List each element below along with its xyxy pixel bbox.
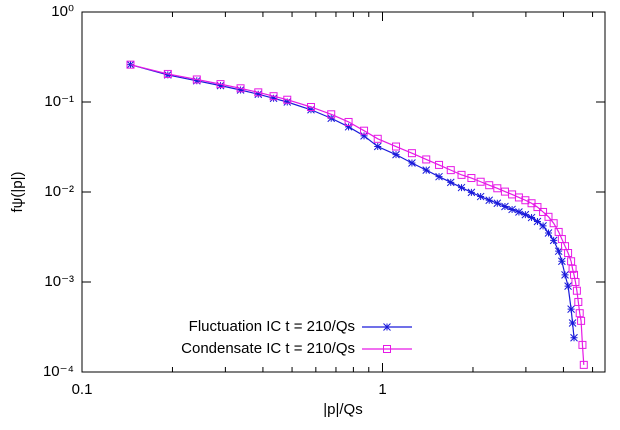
marker bbox=[476, 192, 485, 201]
marker bbox=[544, 229, 553, 237]
marker bbox=[422, 155, 431, 164]
marker bbox=[493, 184, 502, 193]
marker bbox=[254, 88, 263, 97]
marker bbox=[283, 95, 292, 104]
marker bbox=[574, 297, 583, 306]
marker bbox=[467, 174, 476, 183]
marker bbox=[533, 217, 542, 226]
marker bbox=[126, 60, 135, 69]
marker bbox=[564, 249, 573, 258]
marker bbox=[554, 247, 563, 256]
x-axis-label: |p|/Qs bbox=[323, 401, 362, 418]
marker bbox=[572, 286, 581, 295]
legend-label: Condensate IC t = 210/Qs bbox=[181, 340, 355, 357]
marker bbox=[408, 159, 416, 167]
legend-label: Fluctuation IC t = 210/Qs bbox=[189, 318, 355, 335]
marker bbox=[467, 188, 476, 197]
marker bbox=[283, 98, 292, 106]
marker bbox=[435, 172, 443, 181]
x-tick-label: 1 bbox=[378, 381, 386, 398]
marker bbox=[549, 219, 558, 228]
marker bbox=[508, 205, 516, 214]
marker bbox=[236, 86, 245, 94]
marker bbox=[269, 94, 278, 103]
marker bbox=[485, 181, 494, 190]
marker bbox=[568, 319, 577, 327]
marker bbox=[422, 166, 431, 174]
marker bbox=[561, 271, 569, 279]
marker bbox=[549, 236, 558, 245]
marker bbox=[515, 208, 523, 216]
marker bbox=[373, 142, 382, 151]
marker bbox=[446, 178, 455, 187]
marker bbox=[501, 202, 509, 211]
marker bbox=[521, 210, 530, 219]
legend-marker bbox=[383, 323, 391, 331]
marker bbox=[254, 90, 263, 99]
marker bbox=[360, 126, 369, 135]
marker bbox=[236, 84, 245, 93]
marker bbox=[577, 316, 586, 325]
marker bbox=[558, 257, 566, 266]
marker bbox=[570, 333, 578, 342]
marker bbox=[568, 264, 577, 273]
y-tick-label: 10⁰ bbox=[51, 3, 74, 20]
marker bbox=[567, 257, 576, 266]
marker bbox=[163, 69, 172, 78]
marker bbox=[533, 203, 542, 212]
y-tick-label: 10⁻⁴ bbox=[43, 363, 74, 380]
marker bbox=[567, 305, 575, 313]
y-tick-label: 10⁻³ bbox=[44, 273, 74, 290]
marker bbox=[575, 309, 584, 318]
series-line bbox=[130, 64, 575, 338]
marker bbox=[216, 80, 225, 89]
marker bbox=[269, 92, 278, 101]
marker bbox=[571, 278, 580, 286]
marker bbox=[192, 76, 201, 85]
marker bbox=[216, 81, 225, 90]
marker bbox=[457, 183, 466, 192]
marker bbox=[579, 360, 588, 369]
marker bbox=[344, 117, 353, 126]
y-tick-label: 10⁻¹ bbox=[44, 93, 74, 110]
marker bbox=[392, 150, 400, 159]
marker bbox=[435, 160, 444, 169]
marker bbox=[192, 75, 201, 84]
marker bbox=[373, 134, 382, 143]
marker bbox=[306, 102, 315, 111]
marker bbox=[446, 166, 455, 175]
x-tick-label: 0.1 bbox=[72, 381, 93, 398]
marker bbox=[327, 110, 336, 119]
marker bbox=[392, 142, 401, 151]
marker bbox=[457, 170, 466, 179]
marker bbox=[407, 149, 416, 158]
marker bbox=[493, 199, 502, 208]
marker bbox=[544, 212, 553, 221]
marker bbox=[307, 105, 315, 114]
marker bbox=[163, 71, 172, 79]
marker bbox=[344, 122, 353, 131]
legend-marker bbox=[383, 345, 391, 353]
marker bbox=[360, 132, 368, 140]
marker bbox=[527, 213, 536, 222]
marker bbox=[564, 282, 572, 290]
marker bbox=[539, 207, 548, 216]
y-axis-label: fψ(|p|) bbox=[9, 172, 26, 213]
y-tick-label: 10⁻² bbox=[44, 183, 74, 200]
marker bbox=[476, 177, 485, 186]
marker bbox=[578, 340, 587, 349]
marker bbox=[485, 196, 494, 205]
marker bbox=[126, 60, 135, 69]
marker bbox=[514, 193, 523, 202]
marker bbox=[539, 222, 547, 230]
